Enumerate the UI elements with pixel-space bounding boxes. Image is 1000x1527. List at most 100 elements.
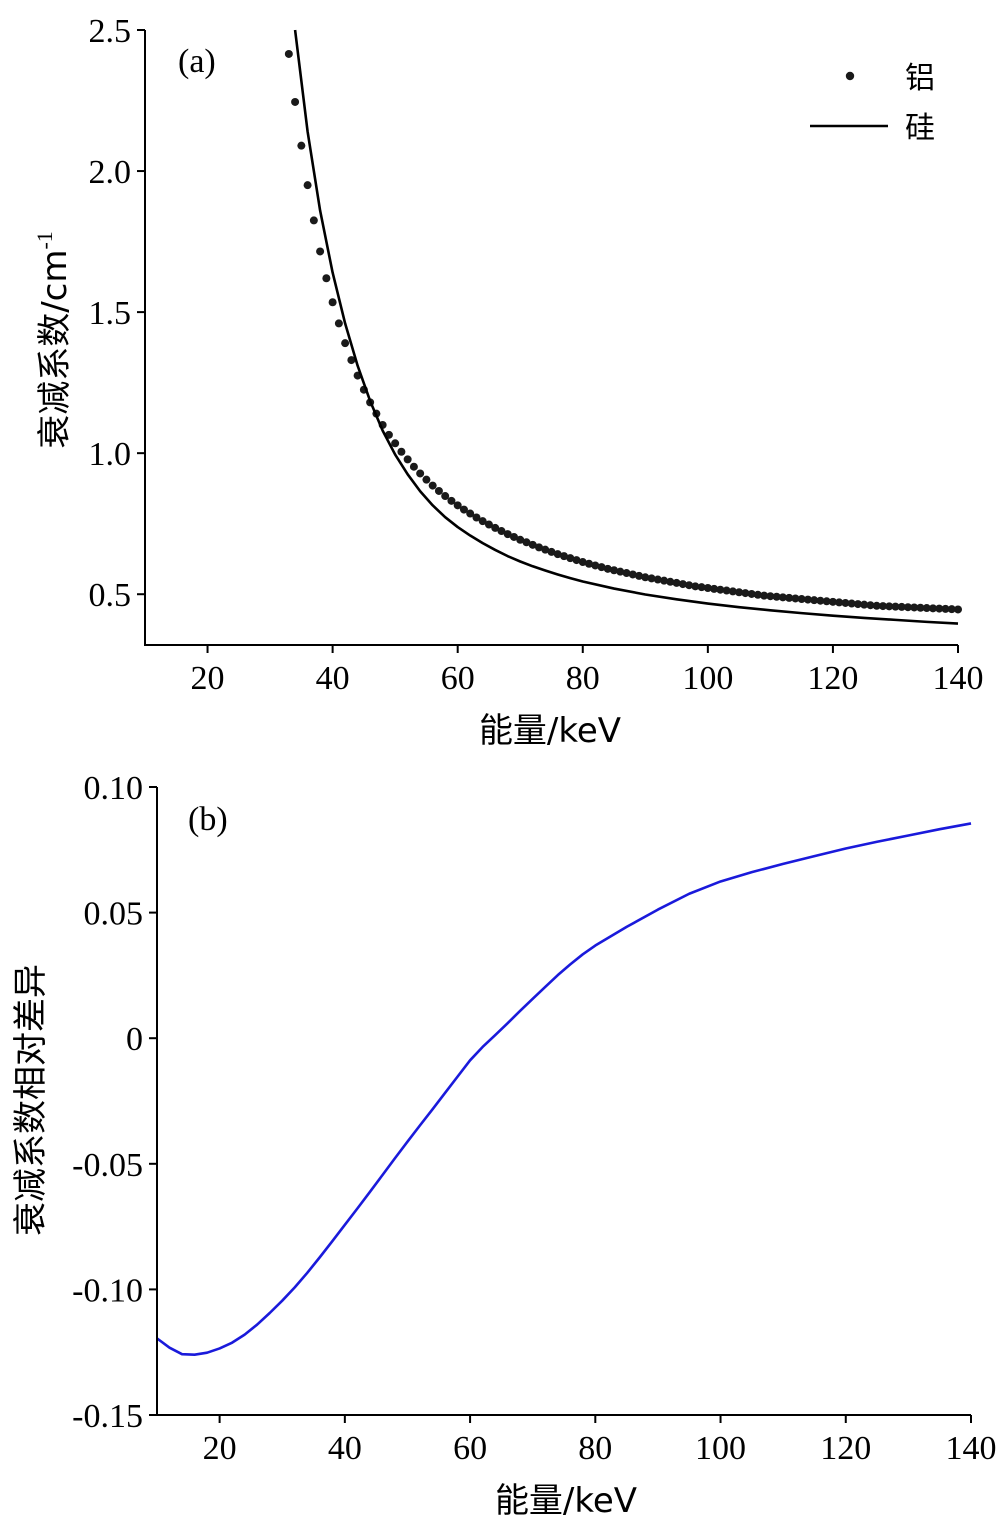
data-point xyxy=(816,596,825,605)
data-point xyxy=(728,587,737,596)
data-point xyxy=(309,216,318,225)
data-point xyxy=(409,462,418,471)
x-tick-label: 100 xyxy=(682,660,733,697)
y-tick-label: 0.05 xyxy=(84,896,144,933)
data-point xyxy=(541,545,550,554)
data-point xyxy=(672,578,681,587)
data-point xyxy=(853,600,862,609)
data-point xyxy=(766,592,775,601)
y-tick-label: 0.5 xyxy=(89,577,132,614)
data-point xyxy=(916,603,925,612)
panel-a-legend: 铝 硅 xyxy=(810,61,935,146)
x-tick-label: 40 xyxy=(316,660,350,697)
data-point xyxy=(635,571,644,580)
y-tick-label: -0.15 xyxy=(72,1398,143,1435)
data-point xyxy=(678,580,687,589)
data-point xyxy=(785,593,794,602)
data-point xyxy=(772,592,781,601)
data-point xyxy=(835,598,844,607)
panel-a-y-ticks: 0.5 1.0 1.5 2.0 2.5 xyxy=(89,13,145,614)
x-tick-label: 60 xyxy=(453,1430,487,1467)
panel-b-label: (b) xyxy=(188,801,228,838)
data-point xyxy=(434,486,443,495)
data-point xyxy=(822,597,831,606)
data-point xyxy=(391,439,400,448)
data-point xyxy=(897,602,906,611)
y-tick-label: 1.0 xyxy=(89,436,132,473)
data-point xyxy=(703,584,712,593)
chart-panel-b: 20 40 60 80 100 120 140 -0.15 -0.10 -0.05 0 0.05 0.… xyxy=(11,770,997,1521)
x-tick-label: 120 xyxy=(820,1430,871,1467)
data-point xyxy=(553,550,562,559)
panel-a-y-axis-title-sup: -1 xyxy=(32,231,57,249)
data-point xyxy=(791,594,800,603)
chart-panel-a: 20 40 60 80 100 120 140 0.5 1.0 1.5 2.0 2.5 (a) 能量… xyxy=(32,13,984,751)
data-point xyxy=(610,566,619,575)
data-point xyxy=(922,604,931,613)
data-point xyxy=(572,556,581,565)
data-point xyxy=(803,595,812,604)
panel-a-x-ticks: 20 40 60 80 100 120 140 xyxy=(191,645,984,697)
data-point xyxy=(516,535,525,544)
data-point xyxy=(466,509,475,518)
data-point xyxy=(528,540,537,549)
panel-a-y-axis-title: 衰减系数/cm-1 xyxy=(32,231,75,449)
data-point xyxy=(947,605,956,614)
data-point xyxy=(585,559,594,568)
y-tick-label: 0 xyxy=(126,1021,143,1058)
data-point xyxy=(491,523,500,532)
x-tick-label: 80 xyxy=(578,1430,612,1467)
data-point xyxy=(428,481,437,490)
data-point xyxy=(891,602,900,611)
data-point xyxy=(828,597,837,606)
panel-b-axes xyxy=(156,787,971,1416)
data-point xyxy=(910,603,919,612)
data-point xyxy=(691,582,700,591)
x-tick-label: 20 xyxy=(191,660,225,697)
data-point xyxy=(666,577,675,586)
data-point xyxy=(509,532,518,541)
data-point xyxy=(591,561,600,570)
data-point xyxy=(597,563,606,572)
y-tick-label: 0.10 xyxy=(84,770,144,807)
y-tick-label: 1.5 xyxy=(89,295,132,332)
data-point xyxy=(478,517,487,526)
data-point xyxy=(284,49,293,58)
data-point xyxy=(928,604,937,613)
data-point xyxy=(603,564,612,573)
x-tick-label: 100 xyxy=(695,1430,746,1467)
data-point xyxy=(578,558,587,567)
data-point xyxy=(753,590,762,599)
data-point xyxy=(341,339,350,348)
legend-dot-marker xyxy=(845,71,855,81)
data-point xyxy=(841,598,850,607)
y-tick-label: -0.10 xyxy=(72,1272,143,1309)
data-point xyxy=(453,501,462,510)
data-point xyxy=(297,141,306,150)
x-tick-label: 80 xyxy=(566,660,600,697)
data-point xyxy=(484,520,493,529)
y-tick-label: 2.0 xyxy=(89,154,132,191)
y-tick-label: 2.5 xyxy=(89,13,132,50)
data-point xyxy=(322,274,331,283)
panel-a-x-axis-title: 能量/keV xyxy=(479,711,621,751)
panel-a-y-axis-title-text: 衰减系数/cm xyxy=(35,250,75,449)
data-point xyxy=(547,547,556,556)
data-point xyxy=(710,584,719,593)
data-point xyxy=(334,319,343,328)
y-tick-label: -0.05 xyxy=(72,1147,143,1184)
data-point xyxy=(316,247,325,256)
panel-b-y-ticks: -0.15 -0.10 -0.05 0 0.05 0.10 xyxy=(72,770,157,1435)
x-tick-label: 120 xyxy=(807,660,858,697)
data-point xyxy=(422,475,431,484)
data-point xyxy=(941,604,950,613)
data-point xyxy=(685,581,694,590)
panel-a-marks xyxy=(284,29,962,625)
data-point xyxy=(735,588,744,597)
data-point xyxy=(472,513,481,522)
data-point xyxy=(860,600,869,609)
data-point xyxy=(653,575,662,584)
series-line xyxy=(156,822,972,1357)
data-point xyxy=(534,543,543,552)
